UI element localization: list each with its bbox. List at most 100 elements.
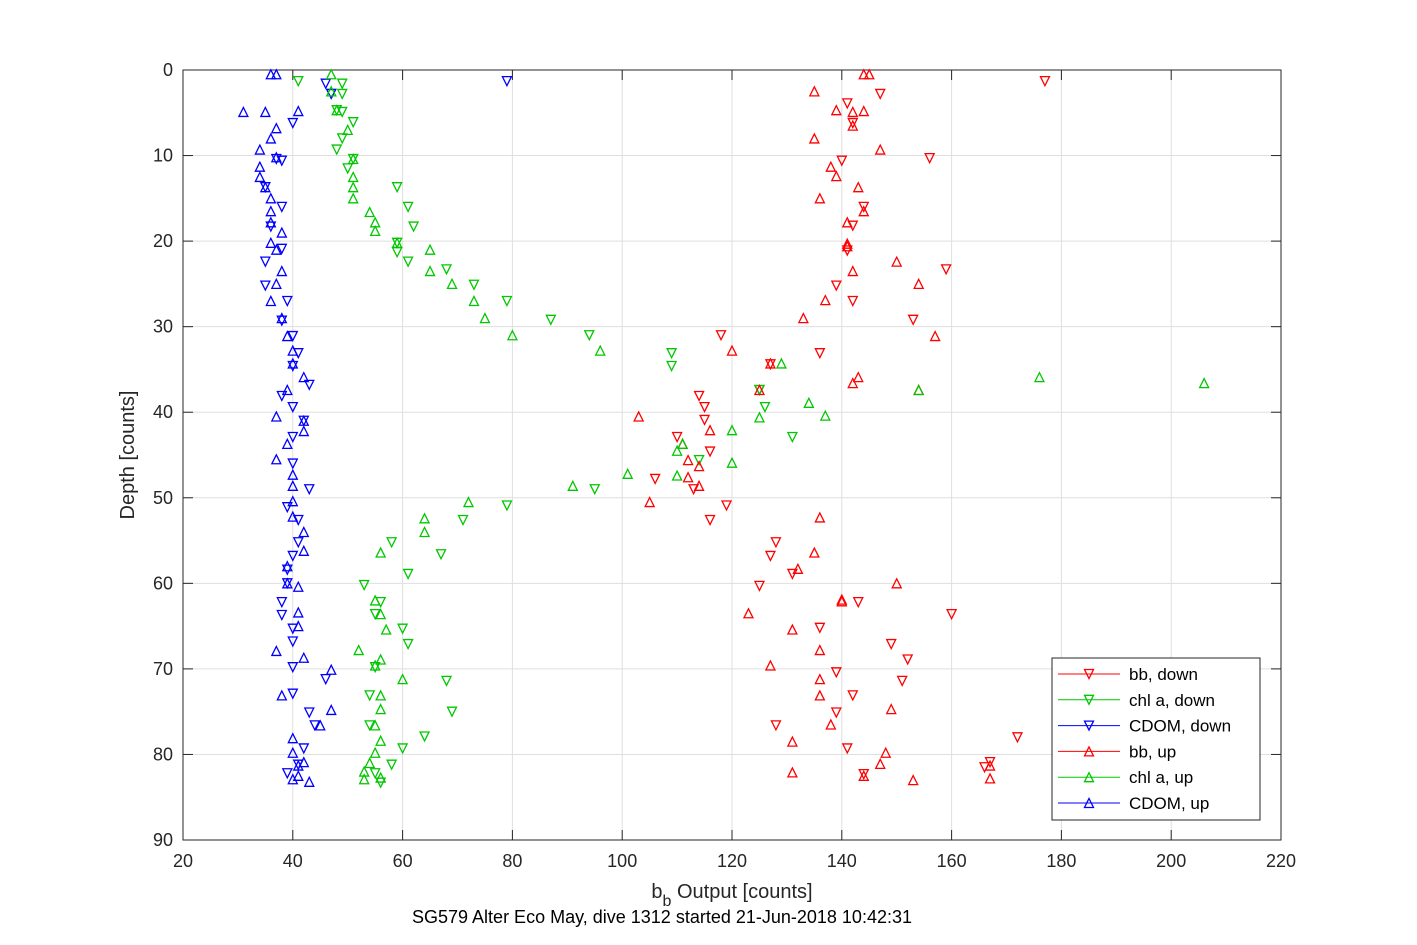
data-point bbox=[830, 667, 842, 679]
data-point bbox=[825, 160, 837, 172]
data-point bbox=[386, 759, 398, 771]
data-point bbox=[397, 673, 409, 685]
data-point bbox=[770, 537, 782, 549]
data-point bbox=[358, 773, 370, 785]
data-point bbox=[254, 160, 266, 172]
data-point bbox=[391, 182, 403, 194]
data-point bbox=[276, 243, 288, 255]
legend-box bbox=[1051, 657, 1261, 821]
data-point bbox=[419, 526, 431, 538]
data-point bbox=[276, 201, 288, 213]
data-point bbox=[281, 330, 293, 342]
data-point bbox=[852, 597, 864, 609]
legend: bb, down chl a, down CDOM, down bb, up chl a… bbox=[1051, 657, 1261, 821]
data-point bbox=[814, 511, 826, 523]
data-point bbox=[287, 732, 299, 744]
data-point bbox=[753, 411, 766, 423]
data-point bbox=[506, 329, 518, 341]
data-point bbox=[902, 654, 914, 666]
data-point bbox=[847, 690, 859, 702]
data-point bbox=[287, 458, 299, 470]
data-point bbox=[325, 85, 337, 97]
data-point bbox=[929, 330, 941, 342]
data-point bbox=[287, 550, 299, 562]
data-point bbox=[424, 243, 436, 255]
data-point bbox=[402, 568, 414, 580]
data-point bbox=[391, 247, 403, 259]
data-point bbox=[265, 216, 277, 228]
data-point bbox=[364, 690, 376, 702]
data-point bbox=[287, 662, 299, 674]
data-point bbox=[435, 549, 447, 561]
data-point bbox=[265, 132, 277, 144]
x-tick-label: 160 bbox=[937, 851, 967, 871]
data-point bbox=[281, 577, 293, 589]
data-point bbox=[369, 224, 381, 236]
data-point bbox=[786, 766, 798, 778]
data-point bbox=[369, 662, 381, 674]
legend-marker bbox=[1083, 745, 1095, 757]
data-point bbox=[720, 500, 733, 512]
data-point bbox=[287, 344, 299, 356]
data-point bbox=[814, 644, 826, 656]
data-point bbox=[819, 409, 831, 421]
data-point bbox=[314, 719, 326, 731]
data-point bbox=[891, 255, 903, 267]
y-tick-label: 40 bbox=[153, 402, 173, 422]
y-tick-label: 90 bbox=[153, 830, 173, 850]
data-point bbox=[847, 105, 859, 118]
data-point bbox=[446, 706, 458, 718]
data-point bbox=[913, 277, 925, 290]
data-point bbox=[325, 68, 337, 80]
data-point bbox=[666, 360, 678, 372]
data-point bbox=[863, 68, 875, 80]
data-point bbox=[287, 401, 299, 414]
data-point bbox=[841, 743, 853, 755]
data-point bbox=[984, 772, 996, 784]
data-point bbox=[369, 768, 381, 780]
data-point bbox=[298, 544, 310, 556]
data-point bbox=[259, 256, 271, 268]
data-point bbox=[753, 384, 766, 396]
y-tick-label: 0 bbox=[163, 60, 173, 80]
data-point bbox=[419, 512, 431, 524]
data-point bbox=[858, 768, 870, 781]
data-point bbox=[874, 88, 886, 100]
data-point bbox=[814, 689, 826, 701]
data-point bbox=[259, 280, 271, 292]
data-point bbox=[847, 295, 859, 307]
data-point bbox=[287, 746, 299, 758]
x-tick-label: 60 bbox=[393, 851, 413, 871]
data-point bbox=[841, 216, 853, 228]
data-point bbox=[644, 496, 656, 508]
data-point bbox=[287, 357, 299, 369]
data-point bbox=[764, 357, 776, 369]
data-point bbox=[847, 117, 859, 129]
legend-marker bbox=[1083, 694, 1095, 706]
x-tick-label: 80 bbox=[502, 851, 522, 871]
data-point bbox=[402, 256, 414, 268]
data-point bbox=[589, 484, 601, 496]
data-point bbox=[259, 105, 271, 118]
data-point bbox=[671, 431, 683, 443]
data-point bbox=[858, 105, 870, 117]
data-point bbox=[281, 384, 293, 396]
data-point bbox=[764, 659, 776, 671]
data-point bbox=[292, 75, 304, 88]
data-point bbox=[847, 119, 859, 131]
data-point bbox=[836, 595, 848, 607]
data-point bbox=[671, 469, 683, 481]
data-point bbox=[786, 431, 798, 443]
data-point bbox=[265, 295, 277, 307]
data-point bbox=[786, 623, 798, 635]
data-point bbox=[375, 608, 387, 620]
data-point bbox=[693, 460, 705, 472]
data-point bbox=[726, 456, 738, 468]
data-point bbox=[649, 473, 661, 485]
data-point bbox=[270, 68, 282, 80]
data-point bbox=[298, 743, 310, 755]
data-point bbox=[380, 623, 392, 635]
data-point bbox=[386, 537, 398, 549]
data-point bbox=[270, 122, 282, 134]
data-point bbox=[567, 479, 579, 491]
